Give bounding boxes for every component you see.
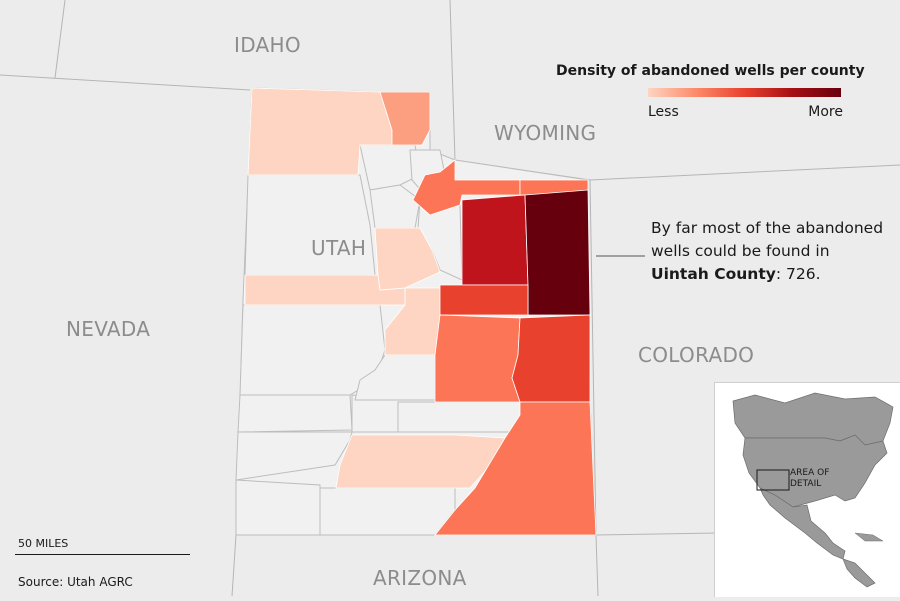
caribbean-shape xyxy=(854,532,884,542)
county-duchesne xyxy=(461,194,529,286)
legend-title: Density of abandoned wells per county xyxy=(556,63,865,79)
county-uintah xyxy=(524,189,591,316)
state-label-utah: UTAH xyxy=(311,236,367,260)
legend-less-label: Less xyxy=(648,104,679,120)
choropleth-layer xyxy=(244,87,597,536)
locator-inset xyxy=(714,382,900,597)
state-label-wyoming: WYOMING xyxy=(494,121,597,145)
county-emery xyxy=(434,314,521,403)
scale-label: 50 MILES xyxy=(18,537,69,550)
annotation-county: Uintah County xyxy=(651,265,776,283)
county-san-juan xyxy=(434,401,597,536)
annotation-text-after: : 726. xyxy=(775,265,821,283)
central-america-shape xyxy=(842,558,876,588)
annotation-text-before: By far most of the abandoned wells could… xyxy=(651,219,884,260)
source-credit: Source: Utah AGRC xyxy=(18,575,133,589)
county-grand xyxy=(511,314,591,403)
legend-gradient-bar xyxy=(648,88,841,97)
state-label-colorado: COLORADO xyxy=(638,343,755,367)
mexico-shape xyxy=(759,487,846,560)
north-america-locator-map xyxy=(715,383,900,597)
legend-more-label: More xyxy=(808,104,843,120)
inset-area-label: AREA OF DETAIL xyxy=(790,468,830,489)
county-cache xyxy=(379,91,431,146)
county-carbon xyxy=(439,284,529,316)
state-label-idaho: IDAHO xyxy=(234,33,301,57)
county-utah xyxy=(374,227,441,291)
area-of-detail-box xyxy=(756,469,790,491)
canada-shape xyxy=(732,392,894,446)
uintah-annotation: By far most of the abandoned wells could… xyxy=(651,217,886,286)
county-summit xyxy=(412,159,521,216)
scale-bar xyxy=(15,554,190,555)
county-kane xyxy=(335,434,506,489)
state-label-nevada: NEVADA xyxy=(66,317,151,341)
state-label-arizona: ARIZONA xyxy=(373,566,467,590)
